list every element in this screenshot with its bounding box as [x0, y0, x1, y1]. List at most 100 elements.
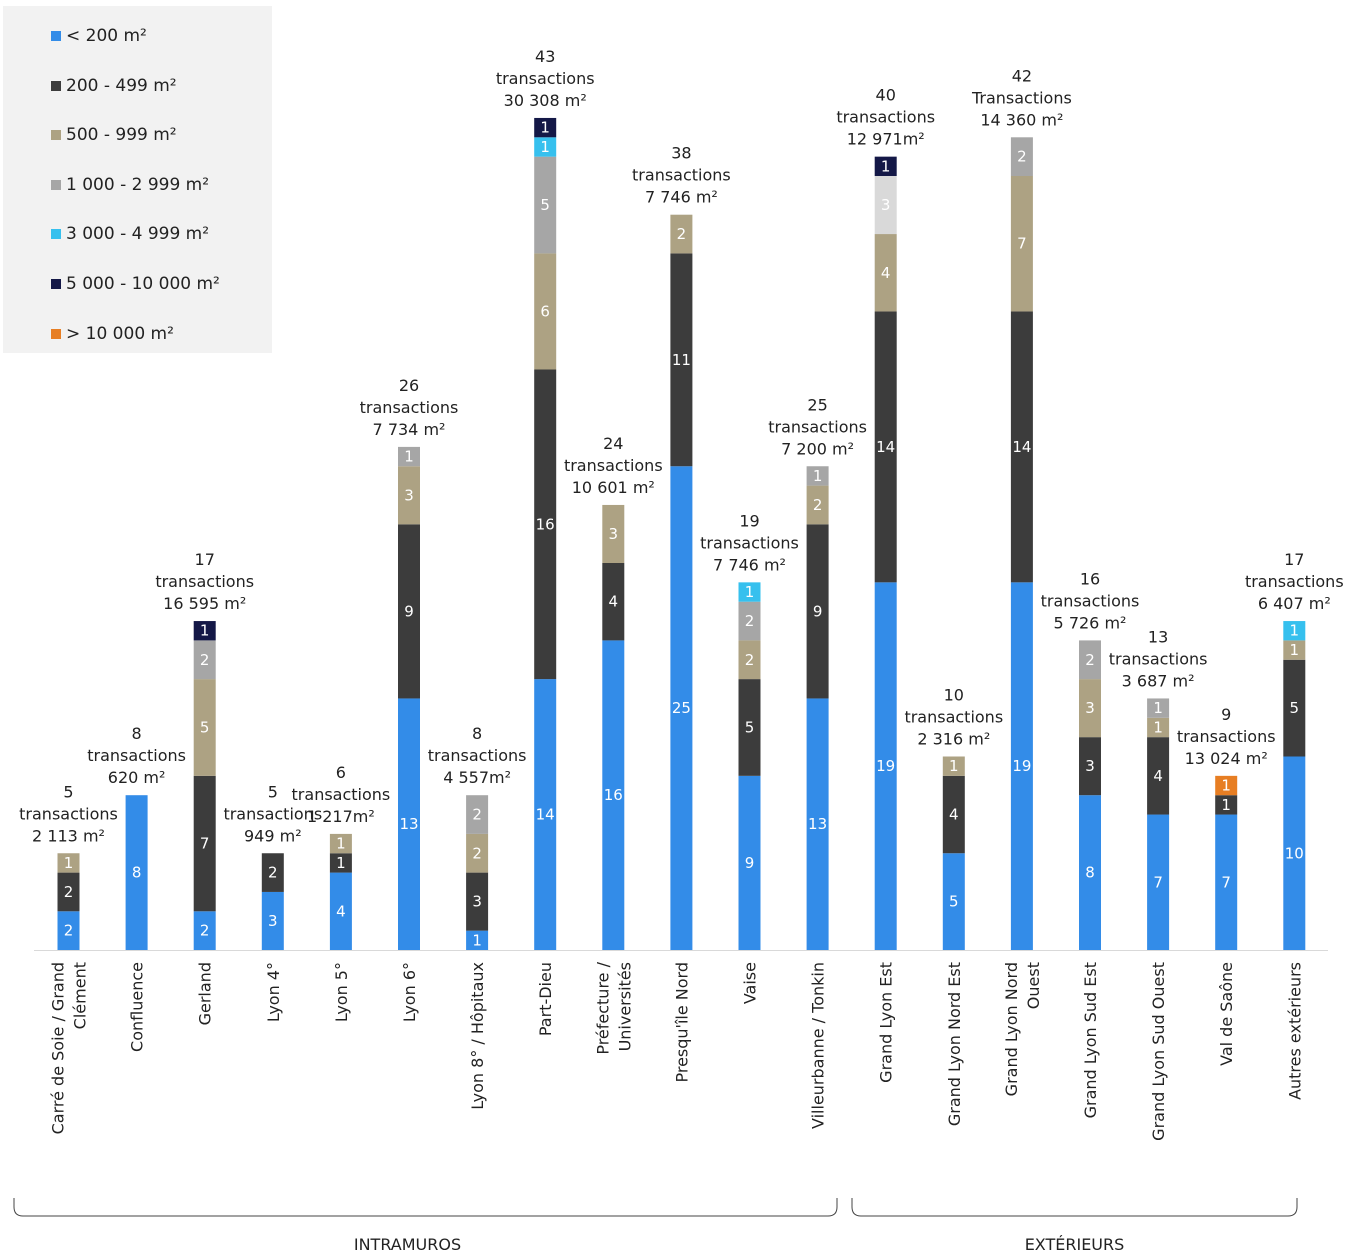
bar-segment — [466, 930, 489, 950]
legend-swatch — [51, 279, 61, 289]
segment-label: 5 — [745, 718, 755, 736]
segment-label: 5 — [1290, 699, 1300, 717]
legend-item: < 200 m² — [51, 24, 147, 48]
segment-label: 3 — [404, 486, 414, 504]
category-label: Autres extérieurs — [1285, 962, 1304, 1100]
bar-annotation: transactions — [904, 708, 1003, 727]
bar-annotation: 5 — [63, 782, 73, 801]
bar-segment — [329, 853, 352, 873]
bar-segment — [1079, 640, 1101, 680]
bar-segment — [534, 253, 557, 370]
bar-annotation: 7 746 m² — [713, 555, 786, 574]
bar-annotation: 6 407 m² — [1258, 594, 1331, 613]
segment-label: 25 — [672, 699, 691, 717]
group-bracket — [851, 1198, 1298, 1217]
bar-segment — [1147, 698, 1170, 718]
category-label: Villeurbanne / Tonkin — [809, 962, 828, 1129]
bar-segment — [398, 524, 420, 699]
bar-annotation: 40 — [876, 86, 896, 105]
segment-label: 5 — [949, 893, 959, 911]
bar-annotation: transactions — [564, 456, 663, 475]
segment-label: 1 — [540, 138, 550, 156]
bar-segment — [466, 872, 489, 931]
group-label: INTRAMUROS — [354, 1235, 461, 1253]
legend-item: 5 000 - 10 000 m² — [51, 272, 220, 296]
group-label: EXTÉRIEURS — [1025, 1235, 1125, 1253]
legend-label: < 200 m² — [66, 26, 147, 46]
bar-segment — [806, 466, 829, 486]
segment-label: 1 — [64, 854, 74, 872]
segment-label: 16 — [604, 786, 623, 804]
bar-annotation: transactions — [360, 398, 459, 417]
segment-label: 1 — [745, 583, 755, 601]
bar-segment — [1147, 814, 1170, 950]
segment-label: 2 — [472, 806, 482, 824]
bar-segment — [1215, 795, 1238, 815]
category-label: Vaise — [741, 962, 760, 1004]
bar-annotation: 43 — [535, 47, 555, 66]
category-label: Part-Dieu — [536, 962, 555, 1036]
segment-label: 2 — [200, 651, 210, 669]
segment-label: 5 — [200, 718, 210, 736]
segment-label: 4 — [881, 264, 891, 282]
bar-annotation: 26 — [399, 376, 419, 395]
segment-label: 8 — [1085, 864, 1095, 882]
bar-segment — [193, 679, 216, 776]
segment-label: 1 — [949, 757, 959, 775]
bar-annotation: 8 — [472, 724, 482, 743]
segment-label: 4 — [1153, 767, 1163, 785]
segment-label: 9 — [745, 854, 755, 872]
segment-label: 3 — [268, 912, 278, 930]
legend-swatch — [51, 328, 61, 339]
segment-label: 5 — [540, 196, 550, 214]
bar-segment — [1010, 582, 1033, 950]
segment-label: 1 — [1153, 718, 1163, 736]
bar-annotation: transactions — [19, 804, 118, 823]
bar-annotation: 7 200 m² — [781, 439, 854, 458]
bar-segment — [193, 911, 216, 950]
bar-annotation: 949 m² — [244, 826, 302, 845]
category-label: Lyon 6° — [400, 962, 419, 1022]
bar-segment — [1079, 737, 1101, 796]
bar-segment — [670, 253, 693, 467]
bar-annotation: transactions — [87, 746, 186, 765]
segment-label: 13 — [399, 815, 418, 833]
bar-annotation: 10 601 m² — [572, 478, 655, 497]
bar-annotation: transactions — [1041, 591, 1140, 610]
bar-annotation: 25 — [807, 395, 827, 414]
bar-segment — [398, 446, 420, 467]
segment-label: 19 — [1012, 757, 1031, 775]
segment-label: 7 — [1017, 235, 1027, 253]
legend-item: 3 000 - 4 999 m² — [51, 222, 209, 246]
segment-label: 1 — [1153, 699, 1163, 717]
category-label: Grand Lyon Sud Ouest — [1149, 962, 1168, 1141]
segment-label: 2 — [1017, 148, 1027, 166]
segment-label: 16 — [536, 515, 555, 533]
bar-annotation: transactions — [1245, 572, 1344, 591]
legend-label: 200 - 499 m² — [66, 75, 177, 96]
bar-segment — [398, 466, 420, 525]
segment-label: 2 — [268, 864, 278, 882]
bar-segment — [1283, 621, 1306, 641]
segment-label: 1 — [540, 119, 550, 137]
bar-segment — [874, 311, 897, 583]
segment-label: 2 — [64, 883, 74, 901]
bar-segment — [942, 775, 965, 854]
category-label: Grand Lyon Sud Est — [1081, 962, 1100, 1118]
bar-segment — [329, 872, 352, 950]
bar-annotation: transactions — [1109, 649, 1208, 668]
bar-annotation: 2 113 m² — [32, 826, 105, 845]
segment-label: 8 — [132, 864, 142, 882]
bar-segment — [57, 911, 80, 950]
bar-segment — [942, 756, 965, 776]
segment-label: 6 — [540, 302, 550, 320]
bar-segment — [738, 582, 761, 602]
bar-annotation: 14 360 m² — [980, 110, 1063, 129]
bar-annotation: 19 — [739, 511, 759, 530]
category-label: Lyon 8° / Hôpitaux — [468, 962, 487, 1110]
bar-segment — [602, 640, 625, 950]
segment-label: 13 — [808, 815, 827, 833]
bar-segment — [534, 156, 557, 254]
segment-label: 1 — [1290, 622, 1300, 640]
segment-label: 1 — [404, 448, 414, 466]
